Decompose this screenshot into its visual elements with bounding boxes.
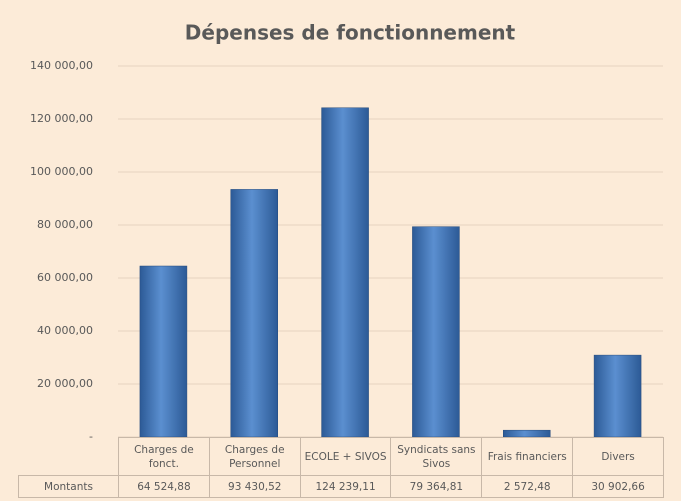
y-tick-label: 60 000,00 [37, 271, 93, 284]
y-tick-label: 40 000,00 [37, 324, 93, 337]
bar [139, 265, 188, 438]
y-tick-label: 20 000,00 [37, 377, 93, 390]
category-label: Frais financiers [481, 437, 574, 476]
series-name: Montants [18, 475, 119, 498]
bar [230, 189, 278, 438]
bar [593, 354, 642, 438]
category-label: Charges de Personnel [208, 437, 301, 476]
value-label: 124 239,11 [299, 475, 392, 498]
y-tick-label: 80 000,00 [37, 218, 93, 231]
category-label: Syndicats sans Sivos [390, 437, 483, 476]
category-label: ECOLE + SIVOS [299, 437, 392, 476]
bar [321, 107, 369, 438]
data-table: Charges de fonct. Charges de Personnel ECO… [18, 437, 664, 498]
y-tick-label: 100 000,00 [30, 165, 93, 178]
value-label: 2 572,48 [481, 475, 574, 498]
value-label: 93 430,52 [208, 475, 301, 498]
category-label: Charges de fonct. [118, 437, 210, 476]
y-tick-label: - [89, 430, 93, 443]
value-label: 79 364,81 [390, 475, 483, 498]
y-tick-label: 140 000,00 [30, 59, 93, 72]
category-label: Divers [572, 437, 664, 476]
value-label: 64 524,88 [118, 475, 210, 498]
bar [412, 226, 460, 438]
y-tick-label: 120 000,00 [30, 112, 93, 125]
bar [503, 429, 551, 438]
value-label: 30 902,66 [572, 475, 664, 498]
chart-title: Dépenses de fonctionnement [185, 21, 516, 45]
